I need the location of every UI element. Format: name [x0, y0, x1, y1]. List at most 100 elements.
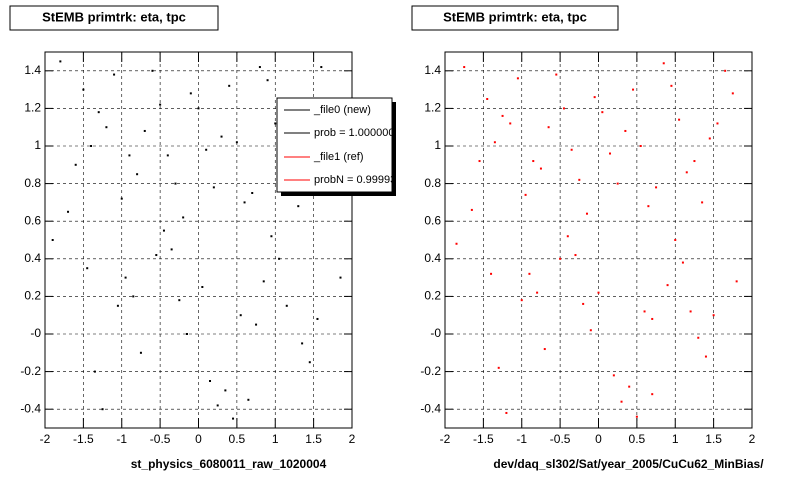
- pad: StEMB primtrk: eta, tpc -0.4 -0.2 -0 0.2 0.4 0…: [411, 5, 764, 471]
- point: [139, 351, 142, 354]
- y-tick-label: 1.4: [24, 63, 41, 77]
- y-tick-label: 0.4: [24, 251, 41, 265]
- chart-title: StEMB primtrk: eta, tpc: [42, 9, 186, 24]
- y-tick-label: -0: [430, 326, 441, 340]
- y-tick-label: 1.4: [424, 63, 441, 77]
- point: [731, 92, 734, 95]
- point: [524, 193, 527, 196]
- plot-border: [444, 51, 753, 429]
- y-tick-label: 0.6: [24, 213, 41, 227]
- point: [243, 201, 246, 204]
- point: [136, 173, 139, 176]
- point: [155, 254, 158, 257]
- point: [685, 171, 688, 174]
- point: [635, 415, 638, 418]
- point: [678, 118, 681, 121]
- point: [320, 66, 323, 69]
- point: [620, 400, 623, 403]
- x-tick-label: 1: [272, 432, 279, 446]
- point: [601, 111, 604, 114]
- x-tick-label: 2: [749, 432, 756, 446]
- point: [555, 73, 558, 76]
- point: [624, 129, 627, 132]
- point: [216, 404, 219, 407]
- x-tick-label: 1.5: [305, 432, 322, 446]
- point: [670, 84, 673, 87]
- point: [536, 291, 539, 294]
- point: [74, 163, 77, 166]
- point: [212, 186, 215, 189]
- y-tick-label: 0.6: [424, 213, 441, 227]
- x-tick-label: -1: [516, 432, 527, 446]
- y-tick-label: -0: [30, 326, 41, 340]
- point: [662, 62, 665, 65]
- point: [316, 317, 319, 320]
- point: [201, 286, 204, 288]
- point: [297, 205, 300, 208]
- point: [490, 272, 493, 275]
- x-tick-label: 0.5: [629, 432, 646, 446]
- point: [505, 411, 508, 414]
- point: [178, 299, 181, 302]
- legend-label: _file0 (new): [313, 104, 371, 116]
- point: [674, 239, 677, 241]
- point: [501, 114, 504, 117]
- point: [266, 79, 269, 82]
- point: [51, 239, 54, 241]
- point: [132, 295, 135, 298]
- point: [570, 148, 573, 151]
- point: [689, 310, 692, 313]
- point: [97, 111, 100, 114]
- point: [643, 310, 646, 313]
- point: [486, 98, 489, 100]
- point: [59, 60, 62, 63]
- point: [235, 141, 238, 144]
- point: [258, 66, 261, 69]
- point: [455, 242, 458, 245]
- point: [159, 103, 162, 106]
- point: [224, 389, 227, 392]
- x-tick-label: 1.5: [705, 432, 722, 446]
- point: [578, 178, 581, 181]
- point: [724, 69, 727, 72]
- point: [86, 267, 89, 270]
- x-tick-label: 1: [672, 432, 679, 446]
- legend-label: prob = 1.000000: [314, 127, 394, 139]
- point: [681, 261, 684, 264]
- x-tick-label: 0: [595, 432, 602, 446]
- point: [539, 167, 542, 170]
- y-tick-label: 0.2: [24, 289, 41, 303]
- point: [478, 160, 481, 163]
- x-axis-label: st_physics_6080011_raw_1020004: [131, 457, 327, 471]
- point: [589, 329, 592, 332]
- x-tick-label: -2: [440, 432, 451, 446]
- point: [639, 145, 642, 147]
- point: [113, 73, 116, 76]
- point: [151, 69, 154, 72]
- y-tick-label: 1.2: [24, 101, 41, 115]
- x-tick-label: 0: [195, 432, 202, 446]
- point: [105, 126, 108, 129]
- point: [708, 137, 711, 140]
- point: [120, 197, 123, 200]
- point: [93, 370, 96, 373]
- point: [128, 154, 131, 157]
- x-tick-label: -1.5: [73, 432, 94, 446]
- point: [628, 385, 631, 388]
- x-tick-label: -0.5: [150, 432, 171, 446]
- title-box: [9, 5, 219, 31]
- point: [67, 210, 70, 213]
- point: [124, 276, 127, 279]
- point: [701, 201, 704, 204]
- point: [516, 77, 519, 80]
- point: [497, 366, 500, 369]
- point: [632, 88, 635, 91]
- point: [278, 257, 281, 260]
- point: [301, 342, 304, 345]
- point: [463, 66, 466, 69]
- y-tick-label: -0.4: [20, 401, 41, 415]
- point: [562, 107, 565, 110]
- point: [185, 333, 188, 335]
- point: [189, 92, 192, 95]
- point: [582, 302, 585, 305]
